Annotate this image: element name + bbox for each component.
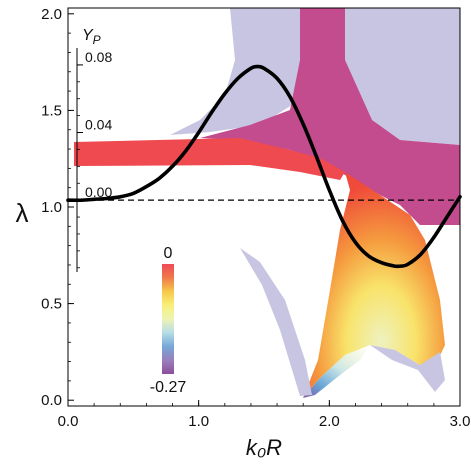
y-tick-label-2: 1.0 (41, 199, 62, 216)
series-line-0 (66, 64, 462, 269)
lavender-region-right (370, 345, 445, 392)
y-axis-ticks: 0.0 0.5 1.0 1.5 2.0 (41, 6, 74, 409)
red-band (74, 138, 345, 180)
warm-region (303, 172, 445, 398)
y-tick-label-3: 1.5 (41, 102, 62, 119)
inset-tick-label-2: 0.00 (85, 184, 112, 200)
y-tick-label-1: 0.5 (41, 296, 62, 313)
inset-tick-label-0: 0.08 (85, 49, 112, 65)
y-tick-label-4: 2.0 (41, 6, 62, 23)
x-tick-label-0: 0.0 (58, 413, 79, 430)
colorbar (162, 264, 174, 374)
cool-fan (303, 345, 370, 398)
phase-regions (74, 8, 460, 398)
y-tick-label-0: 0.0 (41, 392, 62, 409)
magenta-region (200, 8, 460, 225)
colorbar-max-label: 0 (164, 245, 173, 262)
inset-axis-label: YP (82, 27, 101, 47)
x-tick-label-3: 3.0 (450, 413, 471, 430)
x-axis-ticks: 0.0 1.0 2.0 3.0 (58, 400, 471, 430)
y-axis-label: λ (16, 198, 29, 228)
x-tick-label-1: 1.0 (188, 413, 209, 430)
colorbar-min-label: -0.27 (150, 379, 187, 396)
x-tick-label-2: 2.0 (319, 413, 340, 430)
inset-tick-label-1: 0.04 (85, 117, 112, 133)
lavender-region-lower (240, 248, 312, 396)
x-axis-label: k₀R (246, 435, 282, 460)
inset-yp-axis: 0.08 0.04 0.00 (76, 48, 112, 272)
